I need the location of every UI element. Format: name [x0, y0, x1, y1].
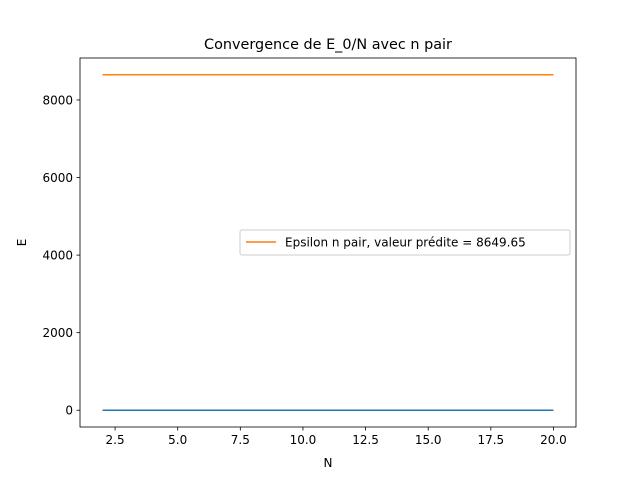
- y-axis-label: E: [15, 239, 29, 247]
- x-axis-ticks: 2.5 5.0 7.5 10.0 12.5 15.0 17.5 20.0: [106, 427, 567, 447]
- legend-box: [239, 229, 571, 256]
- x-tick-label: 12.5: [352, 433, 379, 447]
- y-tick-label: 4000: [42, 249, 73, 263]
- x-tick-label: 20.0: [540, 433, 567, 447]
- x-tick-label: 7.5: [231, 433, 250, 447]
- y-tick-label: 8000: [42, 93, 73, 107]
- x-tick-label: 10.0: [290, 433, 317, 447]
- x-tick-label: 15.0: [415, 433, 442, 447]
- y-tick-label: 0: [65, 404, 73, 418]
- x-tick-label: 17.5: [477, 433, 504, 447]
- series-layer: [102, 74, 554, 411]
- plot-frame: [79, 57, 577, 428]
- legend-entry-label: Epsilon n pair, valeur prédite = 8649.65: [285, 236, 526, 250]
- y-axis-ticks: 0 2000 4000 6000 8000: [42, 93, 80, 418]
- y-tick-label: 6000: [42, 171, 73, 185]
- y-tick-label: 2000: [42, 326, 73, 340]
- chart-title: Convergence de E_0/N avec n pair: [204, 37, 452, 53]
- x-tick-label: 2.5: [106, 433, 125, 447]
- x-tick-label: 5.0: [168, 433, 187, 447]
- x-axis-label: N: [324, 456, 333, 470]
- legend: Epsilon n pair, valeur prédite = 8649.65: [239, 229, 571, 256]
